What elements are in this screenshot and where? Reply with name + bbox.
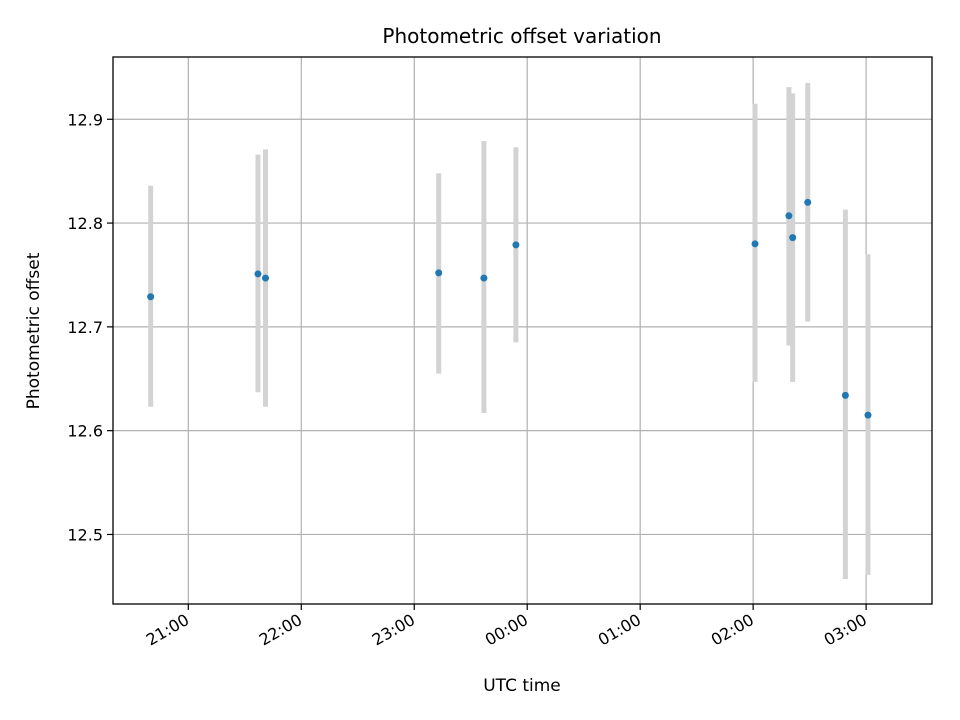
data-point bbox=[435, 269, 443, 277]
y-tick-label: 12.5 bbox=[67, 525, 103, 544]
chart-title: Photometric offset variation bbox=[382, 24, 661, 48]
x-axis: 21:00 22:00 23:00 00:00 01:00 02:00 03:00 bbox=[143, 604, 870, 650]
plot-frame bbox=[112, 56, 933, 605]
y-axis: 12.5 12.6 12.7 12.8 12.9 bbox=[67, 110, 113, 544]
x-tick-label: 03:00 bbox=[821, 610, 870, 650]
errorbar-layer bbox=[148, 82, 871, 580]
data-point bbox=[480, 274, 488, 282]
y-tick-label: 12.9 bbox=[67, 110, 103, 129]
data-point bbox=[804, 198, 812, 206]
data-point bbox=[254, 270, 262, 278]
x-tick-label: 00:00 bbox=[482, 610, 531, 650]
x-tick-label: 23:00 bbox=[369, 610, 418, 650]
data-point bbox=[785, 212, 793, 220]
data-point bbox=[512, 241, 520, 249]
point-layer bbox=[147, 198, 872, 419]
x-axis-label: UTC time bbox=[483, 676, 561, 696]
data-point bbox=[751, 240, 759, 248]
y-axis-label: Photometric offset bbox=[24, 252, 44, 409]
x-tick-label: 01:00 bbox=[595, 610, 644, 650]
x-tick-label: 22:00 bbox=[256, 610, 305, 650]
y-tick-label: 12.8 bbox=[67, 214, 103, 233]
data-point bbox=[841, 391, 849, 399]
x-tick-label: 02:00 bbox=[708, 610, 757, 650]
data-point bbox=[789, 234, 797, 242]
x-tick-label: 21:00 bbox=[143, 610, 192, 650]
y-tick-label: 12.6 bbox=[67, 422, 103, 441]
y-tick-label: 12.7 bbox=[67, 318, 103, 337]
data-point bbox=[864, 411, 872, 419]
data-point bbox=[262, 274, 270, 282]
data-point bbox=[147, 293, 155, 301]
